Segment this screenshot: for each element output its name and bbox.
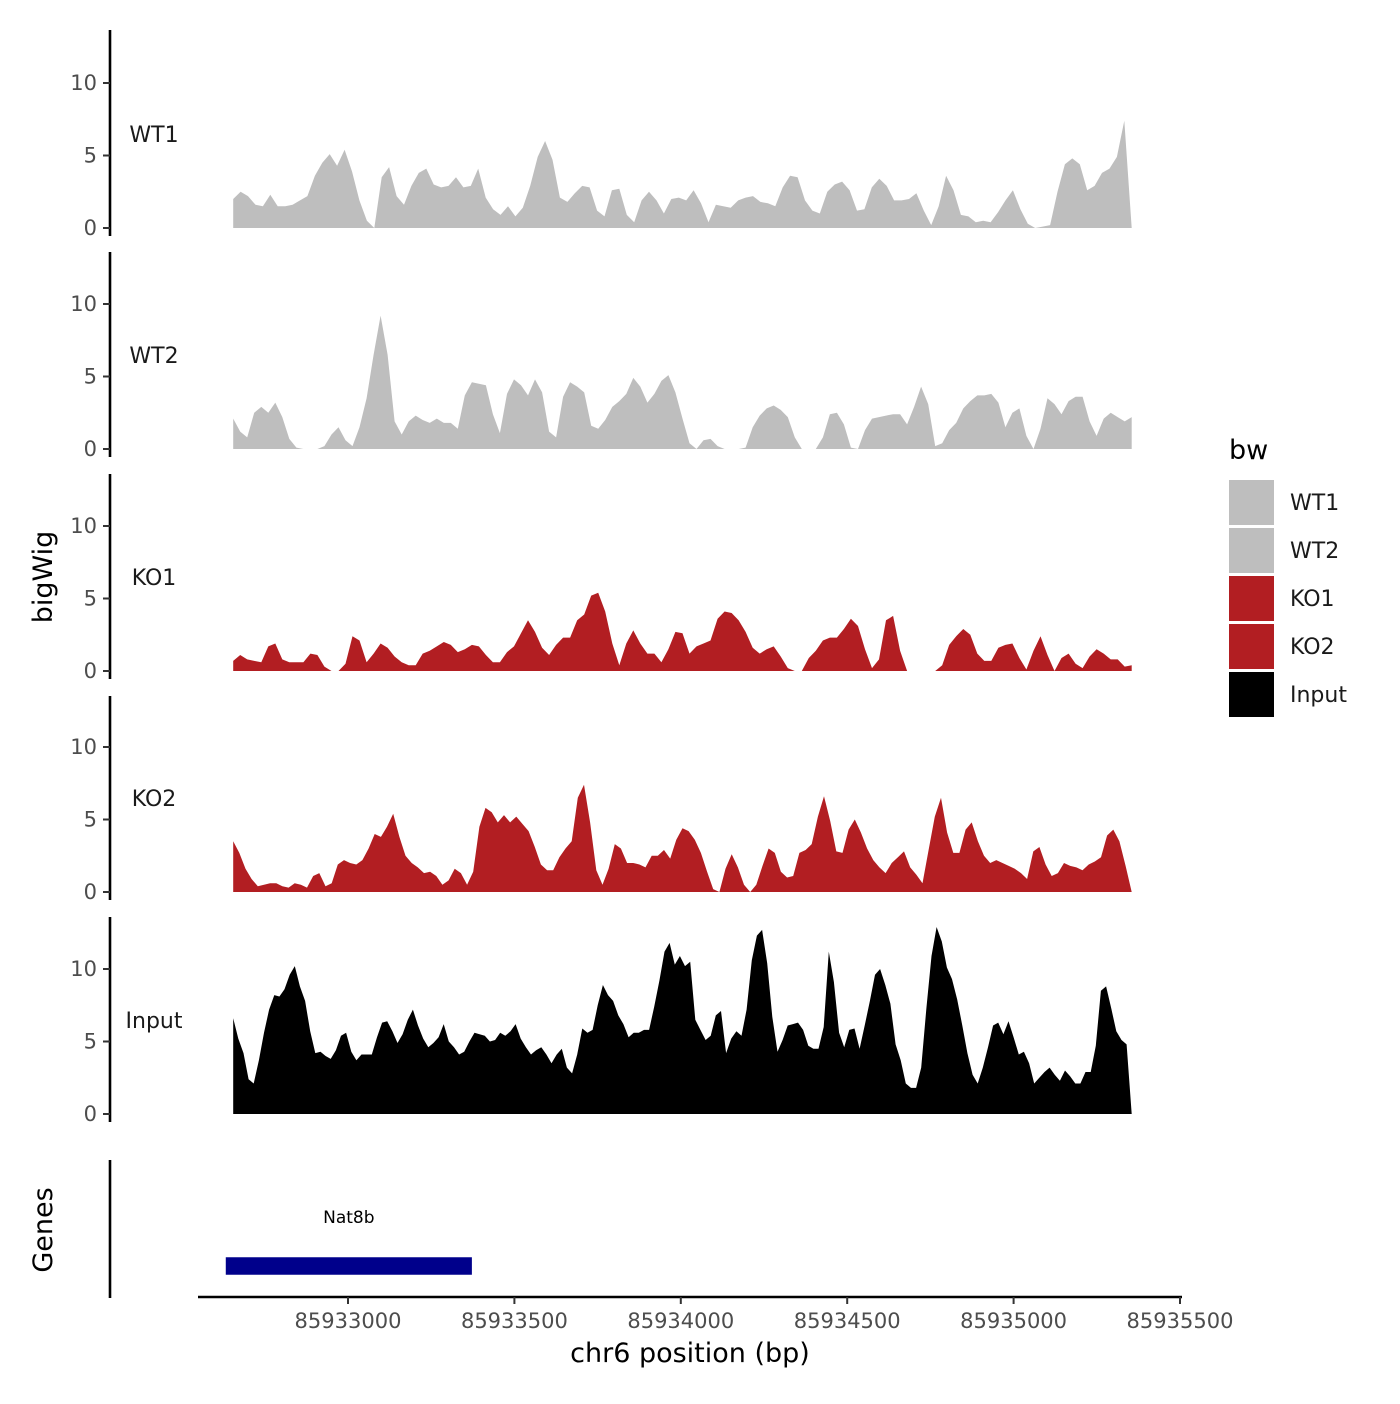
track-label: WT2 <box>129 344 178 369</box>
legend-item-ko2: KO2 <box>1229 624 1335 669</box>
legend-swatch <box>1229 624 1274 669</box>
track-label: WT1 <box>129 123 178 148</box>
y-tick-label: 5 <box>84 144 97 168</box>
track-ko1: 0 5 10 KO1 <box>70 474 1132 683</box>
y-tick-label: 0 <box>84 216 97 240</box>
y-tick-label: 10 <box>70 71 97 95</box>
y-tick-label: 10 <box>70 735 97 759</box>
gene-label: Nat8b <box>323 1208 374 1228</box>
x-axis-title: chr6 position (bp) <box>570 1338 810 1369</box>
legend-item-wt2: WT2 <box>1229 528 1339 573</box>
track-label: KO1 <box>132 566 177 591</box>
x-tick-label: 85934500 <box>794 1309 901 1333</box>
x-tick-label: 85935500 <box>1127 1309 1234 1333</box>
legend-title: bw <box>1229 435 1268 466</box>
x-tick-label: 85933000 <box>295 1309 402 1333</box>
y-tick-label: 10 <box>70 957 97 981</box>
y-tick-label: 0 <box>84 437 97 461</box>
track-input: 0 5 10 Input <box>70 917 1132 1126</box>
track-wt2: 0 5 10 WT2 <box>70 252 1132 461</box>
legend-item-wt1: WT1 <box>1229 480 1339 525</box>
y-tick-label: 0 <box>84 880 97 904</box>
legend-swatch <box>1229 528 1274 573</box>
legend-swatch <box>1229 672 1274 717</box>
legend-item-input: Input <box>1229 672 1347 717</box>
track-wt1: 0 5 10 WT1 <box>70 30 1132 240</box>
x-tick-label: 85934000 <box>627 1309 734 1333</box>
legend: bw WT1 WT2 KO1 KO2 Input <box>1229 435 1347 717</box>
coverage-area-wt2 <box>233 315 1132 449</box>
legend-item-ko1: KO1 <box>1229 576 1335 621</box>
track-label: KO2 <box>132 787 177 812</box>
genes-panel: Nat8b <box>108 1160 472 1298</box>
x-tick-label: 85933500 <box>461 1309 568 1333</box>
y-tick-label: 5 <box>84 1030 97 1054</box>
track-label: Input <box>126 1009 183 1034</box>
x-axis: 85933000 85933500 85934000 85934500 85935000… <box>198 1295 1234 1333</box>
legend-swatch <box>1229 480 1274 525</box>
legend-label: KO1 <box>1290 587 1335 612</box>
y-tick-label: 10 <box>70 514 97 538</box>
legend-label: WT1 <box>1290 491 1339 516</box>
tracks-group: 0 5 10 WT1 0 5 10 WT2 0 5 10 KO1 0 5 10 KO2 0 5 10 Input <box>70 30 1132 1126</box>
track-ko2: 0 5 10 KO2 <box>70 696 1132 904</box>
coverage-area-ko1 <box>233 592 1132 671</box>
legend-swatch <box>1229 576 1274 621</box>
coverage-area-input <box>233 927 1132 1114</box>
gene-nat8b: Nat8b <box>225 1208 472 1275</box>
x-tick-label: 85935000 <box>960 1309 1067 1333</box>
coverage-area-ko2 <box>233 784 1132 892</box>
y-tick-label: 5 <box>84 365 97 389</box>
legend-label: WT2 <box>1290 539 1339 564</box>
legend-label: KO2 <box>1290 635 1335 660</box>
coverage-area-wt1 <box>233 120 1132 228</box>
gene-bar <box>225 1257 472 1275</box>
y-tick-label: 0 <box>84 1102 97 1126</box>
y-tick-label: 5 <box>84 808 97 832</box>
y-axis-title: bigWig <box>28 531 59 624</box>
y-tick-label: 5 <box>84 587 97 611</box>
y-tick-label: 0 <box>84 659 97 683</box>
y-tick-label: 10 <box>70 292 97 316</box>
legend-label: Input <box>1290 683 1347 708</box>
genes-axis-title: Genes <box>28 1187 59 1272</box>
